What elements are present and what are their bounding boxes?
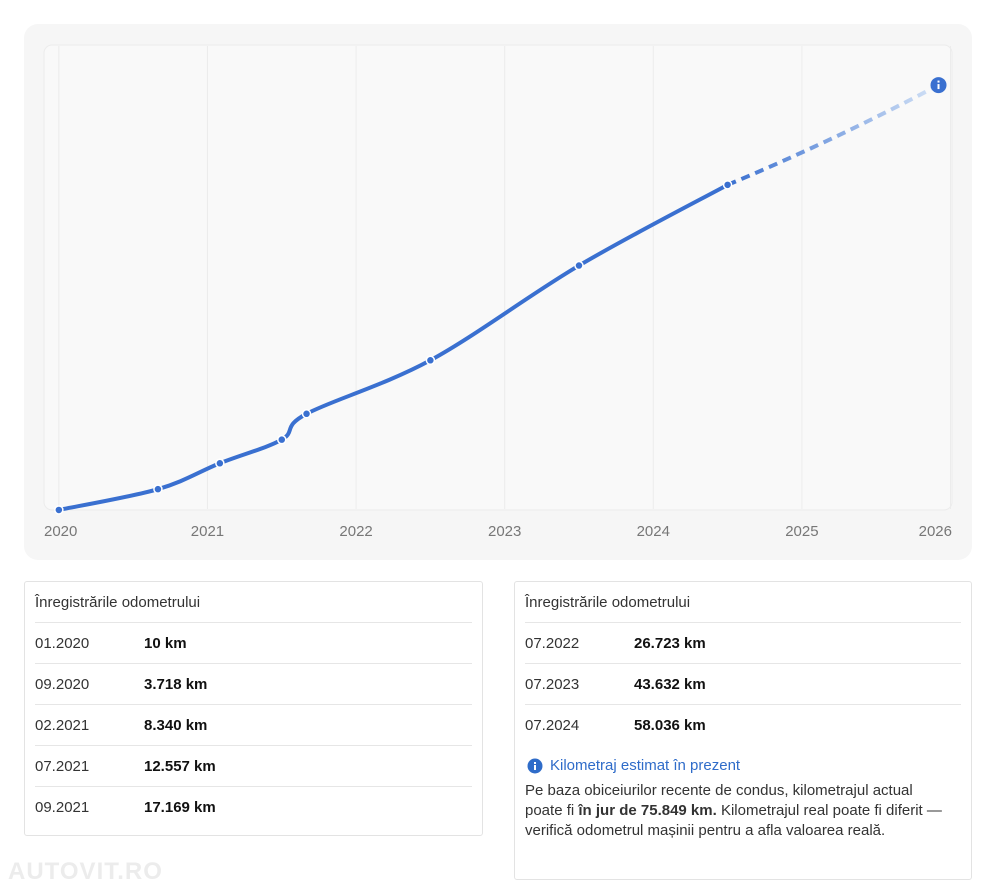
record-row: 02.2021 8.340 km: [35, 704, 472, 745]
note-bold-suffix: .: [712, 802, 717, 819]
data-point: [153, 484, 163, 494]
chart: 2020 2021 2022 2023 2024 2025 2026: [43, 44, 953, 540]
data-point: [54, 505, 64, 515]
record-date: 07.2021: [35, 758, 90, 775]
data-point: [574, 260, 584, 271]
record-value: 43.632 km: [634, 676, 706, 693]
note-bold-prefix: în jur de: [578, 802, 641, 819]
x-tick-label: 2023: [488, 523, 521, 540]
record-date: 07.2023: [525, 676, 580, 693]
record-value: 8.340 km: [144, 717, 208, 734]
data-point: [425, 355, 436, 366]
plot-area: [43, 44, 953, 511]
note-bold: în jur de 75.849 km.: [578, 802, 716, 819]
data-point: [722, 180, 733, 190]
record-date: 09.2020: [35, 676, 90, 693]
data-point: [301, 409, 312, 419]
record-value: 12.557 km: [144, 758, 216, 775]
estimate-marker: [930, 77, 947, 94]
note-after: Kilometrajul real poate fi diferit — ver…: [525, 802, 942, 839]
record-row: 09.2020 3.718 km: [35, 663, 472, 704]
record-date: 01.2020: [35, 635, 90, 652]
note-text: Pe baza obiceiurilor recente de condus, …: [525, 781, 950, 841]
record-date: 07.2024: [525, 717, 580, 734]
record-value: 3.718 km: [144, 676, 208, 693]
records-panel: Înregistrările odometrului 01.2020 10 km 0…: [24, 581, 483, 836]
record-value: 58.036 km: [634, 717, 706, 734]
x-tick-label: 2020: [44, 523, 77, 540]
info-icon: [527, 758, 543, 774]
x-tick-label: 2025: [785, 523, 818, 540]
record-value: 26.723 km: [634, 635, 706, 652]
records-panel: Înregistrările odometrului Kilometraj es…: [514, 581, 972, 880]
watermark: AUTOVIT.RO: [8, 858, 163, 885]
record-row: 07.2022 26.723 km: [525, 622, 961, 663]
data-point: [215, 458, 225, 469]
x-tick-label: 2022: [339, 523, 372, 540]
panel-title: Înregistrările odometrului: [35, 594, 201, 611]
x-tick-label: 2026: [919, 523, 952, 540]
estimate-icon-stem: [937, 84, 940, 90]
record-row: 01.2020 10 km: [35, 622, 472, 663]
estimate-icon-dot: [937, 80, 940, 83]
record-date: 07.2022: [525, 635, 580, 652]
note-before: Pe baza obiceiurilor recente de condus, …: [525, 782, 913, 819]
record-value: 10 km: [144, 635, 187, 652]
record-row: 07.2024 58.036 km: [525, 704, 961, 745]
record-date: 02.2021: [35, 717, 90, 734]
note-title: Kilometraj estimat în prezent: [550, 757, 741, 774]
panel-title: Înregistrările odometrului: [525, 594, 691, 611]
note-estimate: 75.849 km: [640, 802, 713, 819]
record-row: 07.2023 43.632 km: [525, 663, 961, 704]
record-value: 17.169 km: [144, 799, 216, 816]
x-tick-label: 2021: [191, 523, 224, 540]
estimate-line: [726, 83, 940, 187]
record-row: 07.2021 12.557 km: [35, 745, 472, 786]
data-point: [277, 434, 287, 445]
record-date: 09.2021: [35, 799, 90, 816]
x-tick-label: 2024: [637, 523, 670, 540]
record-row: 09.2021 17.169 km: [35, 786, 472, 827]
